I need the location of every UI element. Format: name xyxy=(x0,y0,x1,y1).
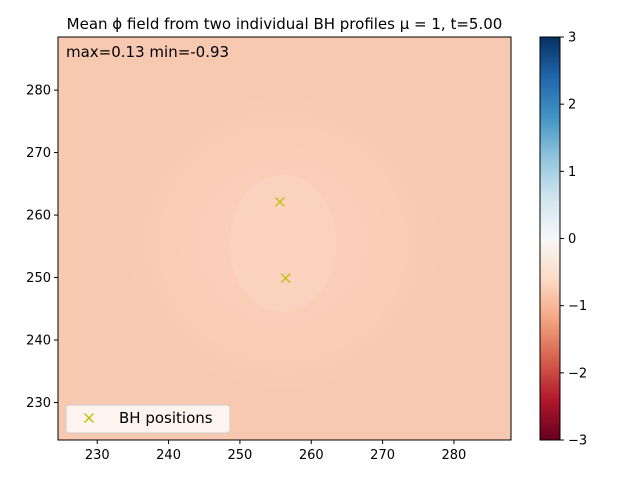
legend: BH positions xyxy=(65,404,231,434)
colorbar-tick-label: −3 xyxy=(568,434,587,449)
colorbar-tick-label: 2 xyxy=(568,98,576,113)
legend-marker-glyph xyxy=(84,413,94,423)
colorbar-tick-label: 1 xyxy=(568,165,576,180)
x-tick-label: 260 xyxy=(299,448,324,463)
x-tick-label: 240 xyxy=(156,448,181,463)
colorbar-gradient xyxy=(539,36,561,441)
plot-area xyxy=(58,37,511,440)
colorbar-tick-label: 3 xyxy=(568,31,576,46)
legend-frame xyxy=(65,404,231,434)
y-tick-label: 230 xyxy=(26,396,51,411)
y-tick-label: 240 xyxy=(26,334,51,349)
colorbar-tick-label: −1 xyxy=(568,299,587,314)
bh-position-marker xyxy=(274,196,285,207)
chart-title: Mean ϕ field from two individual BH prof… xyxy=(67,15,503,33)
colorbar-tick-label: −2 xyxy=(568,366,587,381)
x-tick-label: 250 xyxy=(227,448,252,463)
plot-frame xyxy=(57,36,512,441)
y-tick-label: 250 xyxy=(26,271,51,286)
colorbar-tick-label: 0 xyxy=(568,232,576,247)
y-tick-label: 270 xyxy=(26,146,51,161)
bh-position-marker xyxy=(280,273,291,284)
legend-label: BH positions xyxy=(119,409,213,427)
x-tick-label: 230 xyxy=(85,448,110,463)
max-min-annotation: max=0.13 min=-0.93 xyxy=(66,43,229,61)
colorbar: 3 2 1 0 −1 −2 −3 xyxy=(539,31,587,449)
y-tick-label: 280 xyxy=(26,84,51,99)
legend-marker xyxy=(84,413,94,423)
x-tick-label: 280 xyxy=(442,448,467,463)
x-tick-label: 270 xyxy=(370,448,395,463)
y-tick-label: 260 xyxy=(26,209,51,224)
field-core-region xyxy=(229,174,337,312)
